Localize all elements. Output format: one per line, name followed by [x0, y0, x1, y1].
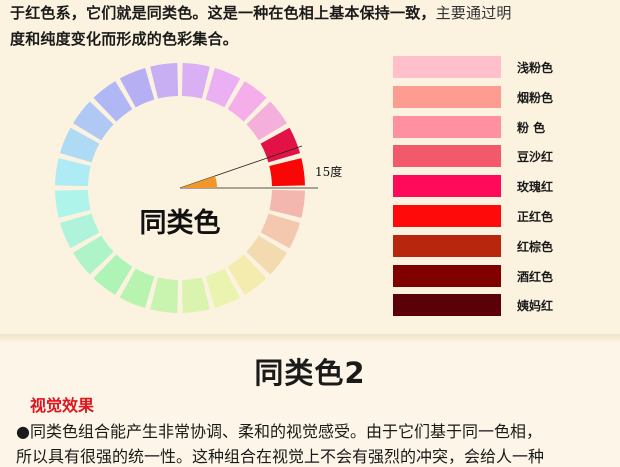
- swatch-label: 酒红色: [517, 269, 554, 284]
- wheel-segment: [119, 268, 155, 309]
- wheel-segment: [260, 127, 301, 163]
- color-wheel-diagram: 15度 同类色: [55, 63, 342, 313]
- wheel-segment: [246, 235, 287, 275]
- swatch-color: [393, 205, 501, 227]
- swatch-label: 红棕色: [517, 239, 554, 254]
- wheel-segment: [227, 81, 267, 122]
- intro-line-2: 度和纯度变化而形成的色彩集合。: [10, 30, 239, 48]
- color-wheel-ring: [55, 63, 305, 313]
- wheel-segment: [59, 127, 100, 163]
- wheel-segment: [55, 189, 91, 218]
- swatch-color: [393, 264, 501, 287]
- angle-wedge-icon: [180, 176, 217, 188]
- wheel-segment: [205, 268, 241, 309]
- wheel-segment: [181, 63, 210, 99]
- wheel-segment: [119, 67, 155, 108]
- wheel-segment: [269, 189, 305, 218]
- wheel-segment: [150, 277, 179, 313]
- swatch-color: [393, 145, 501, 168]
- swatch-row: 红棕色: [393, 234, 593, 257]
- swatch-label: 浅粉色: [517, 61, 554, 75]
- swatch-row: 豆沙红: [393, 145, 593, 168]
- swatch-row: 粉 色: [393, 115, 593, 138]
- wheel-segment: [227, 254, 267, 295]
- wheel-segment: [93, 81, 133, 122]
- wheel-segment: [205, 67, 241, 108]
- swatch-row: 正红色: [393, 205, 593, 227]
- swatch-color: [393, 115, 501, 138]
- swatch-label: 正红色: [517, 210, 554, 224]
- intro-line-1-bold: 于红色系，它们就是同类色。这是一种在色相上基本保持一致，: [10, 4, 436, 22]
- swatch-color: [393, 56, 501, 78]
- wheel-segment: [150, 63, 179, 99]
- section-divider: [0, 334, 620, 344]
- swatch-color: [393, 294, 501, 317]
- swatch-row: 酒红色: [393, 264, 593, 287]
- swatch-row: 姨妈红: [393, 294, 593, 317]
- swatch-row: 玫瑰红: [393, 175, 593, 198]
- swatch-color: [393, 175, 501, 198]
- swatch-label: 姨妈红: [517, 299, 554, 314]
- wheel-segment: [269, 158, 305, 187]
- wheel-segment: [246, 101, 287, 141]
- angle-line-upper: [179, 145, 303, 189]
- wheel-segment: [93, 254, 133, 295]
- swatch-row: 浅粉色: [393, 56, 593, 78]
- swatch-color: [393, 85, 501, 108]
- wheel-segment: [181, 277, 210, 313]
- intro-line-1: 于红色系，它们就是同类色。这是一种在色相上基本保持一致，主要通过明: [10, 2, 512, 23]
- swatch-label: 玫瑰红: [517, 180, 554, 195]
- swatch-row: 烟粉色: [393, 85, 593, 108]
- angle-label: 15度: [315, 164, 342, 179]
- sub-heading: 视觉效果: [30, 396, 95, 415]
- wheel-segment: [55, 158, 91, 187]
- intro-line-1-light: 主要通过明: [435, 4, 512, 22]
- body-text-line-2: 所以具有很强的统一性。这种组合在视觉上不会有强烈的冲突，会给人一种: [16, 447, 545, 466]
- wheel-center-label: 同类色: [140, 207, 221, 239]
- body-text-line-1: ●同类色组合能产生非常协调、柔和的视觉感受。由于它们基于同一色相，: [16, 422, 542, 441]
- swatch-label: 豆沙红: [517, 150, 554, 165]
- section-title: 同类色2: [254, 356, 366, 390]
- wheel-segment: [260, 213, 301, 249]
- swatch-color: [393, 234, 501, 257]
- top-panel: 于红色系，它们就是同类色。这是一种在色相上基本保持一致，主要通过明 度和纯度变化…: [10, 2, 593, 317]
- swatch-label: 粉 色: [517, 120, 546, 135]
- wheel-segment: [73, 235, 114, 275]
- swatch-label: 烟粉色: [517, 90, 554, 105]
- wheel-segment: [73, 101, 114, 141]
- wheel-segment: [59, 213, 100, 249]
